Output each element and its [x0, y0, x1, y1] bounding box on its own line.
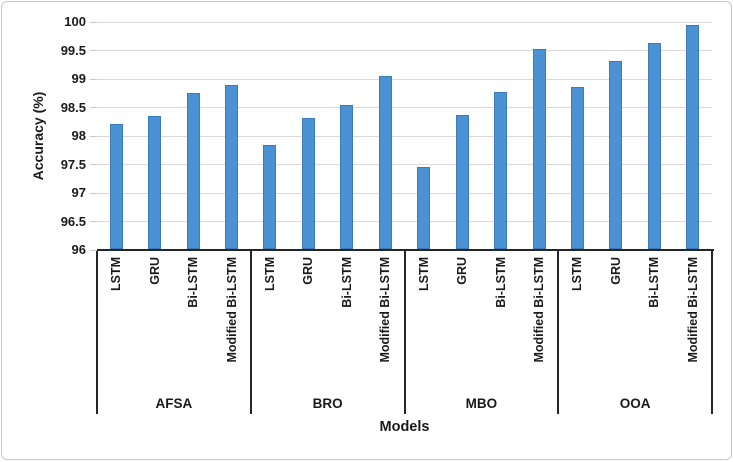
gridline	[97, 78, 712, 80]
bar	[455, 115, 469, 249]
category-separator	[403, 251, 406, 414]
y-tick	[90, 221, 97, 222]
bar	[570, 86, 584, 249]
x-axis-title: Models	[379, 419, 430, 435]
gridline	[97, 221, 712, 222]
y-tick-label: 99	[71, 71, 86, 86]
y-tick	[90, 249, 97, 251]
bar	[647, 42, 661, 249]
category-label: LSTM	[109, 257, 124, 292]
y-tick	[90, 21, 97, 23]
category-label: Modified Bi-LSTM	[532, 257, 547, 363]
category-separator	[557, 251, 560, 414]
category-label: GRU	[455, 257, 470, 285]
bar	[532, 49, 546, 249]
bar	[686, 24, 700, 249]
bar	[263, 145, 277, 249]
y-tick	[90, 164, 97, 165]
bar	[225, 85, 239, 249]
y-tick-label: 96.5	[60, 213, 86, 229]
gridline	[97, 164, 712, 165]
y-tick-label: 97	[71, 185, 86, 200]
gridline	[97, 107, 712, 108]
category-label: Modified Bi-LSTM	[378, 257, 393, 363]
gridline	[97, 135, 712, 137]
y-tick	[90, 107, 97, 108]
x-axis-line	[97, 249, 714, 251]
category-label: LSTM	[416, 257, 431, 292]
y-tick-label: 97.5	[60, 156, 86, 172]
category-label: LSTM	[262, 257, 277, 292]
category-separator	[249, 251, 252, 414]
y-tick	[90, 78, 97, 80]
y-tick	[90, 135, 97, 137]
y-tick-label: 98	[71, 128, 86, 143]
category-label: GRU	[301, 257, 316, 285]
group-label: AFSA	[155, 396, 193, 411]
group-label: BRO	[312, 396, 343, 411]
bar	[378, 75, 392, 249]
category-label: Bi-LSTM	[186, 257, 201, 308]
category-separator	[711, 251, 713, 414]
category-label: LSTM	[570, 257, 585, 292]
group-label: OOA	[619, 396, 651, 411]
category-label: Bi-LSTM	[339, 257, 354, 308]
category-label: Bi-LSTM	[493, 257, 508, 308]
y-tick-label: 98.5	[60, 99, 86, 115]
gridline	[97, 50, 712, 51]
bar	[301, 117, 315, 249]
bar	[494, 91, 508, 249]
category-label: Bi-LSTM	[647, 257, 662, 308]
bar	[148, 116, 162, 249]
bar	[417, 167, 431, 249]
category-label: GRU	[147, 257, 162, 285]
gridline	[97, 192, 712, 194]
category-label: GRU	[608, 257, 623, 285]
bar	[109, 124, 123, 249]
bar	[186, 92, 200, 249]
group-label: MBO	[465, 396, 498, 411]
y-tick	[90, 50, 97, 51]
category-label: Modified Bi-LSTM	[224, 257, 239, 363]
bar	[340, 105, 354, 249]
y-tick	[90, 192, 97, 194]
bar	[609, 60, 623, 249]
y-tick-label: 100	[64, 14, 86, 29]
category-label: Modified Bi-LSTM	[685, 257, 700, 363]
y-tick-label: 96	[71, 242, 86, 257]
y-tick-label: 99.5	[60, 42, 86, 58]
gridline	[97, 21, 712, 23]
category-separator	[96, 251, 98, 414]
